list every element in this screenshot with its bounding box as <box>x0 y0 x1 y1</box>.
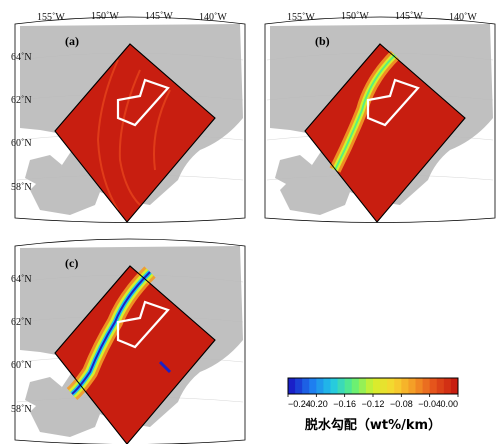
panel-a-label: (a) <box>65 34 79 48</box>
colorbar-cell <box>387 378 395 394</box>
lat-label-58-c: 58˚N <box>11 404 32 415</box>
colorbar-tick-label: −0.16 <box>333 399 356 409</box>
lat-label-62-c: 62˚N <box>11 317 32 328</box>
colorbar-tick-label: −0.20 <box>305 399 328 409</box>
lat-label-58: 58˚N <box>11 182 32 193</box>
colorbar-cell <box>358 378 367 394</box>
colorbar-ticks: −0.24−0.20 −0.16 −0.12 −0.08 −0.04 0.00 <box>287 394 459 409</box>
panel-b-dehydration-band <box>329 50 400 173</box>
lon-label-140: 140˚W <box>199 12 227 23</box>
colorbar-cell <box>429 378 438 394</box>
colorbar: −0.24−0.20 −0.16 −0.12 −0.08 −0.04 0.00 <box>287 377 459 409</box>
colorbar-tick-label: −0.08 <box>390 399 413 409</box>
lon-label-155-b: 155˚W <box>287 12 315 23</box>
lon-label-145: 145˚W <box>145 11 173 22</box>
panel-a-texture <box>96 59 171 211</box>
colorbar-cell <box>450 378 459 394</box>
colorbar-cell <box>415 378 424 394</box>
colorbar-cell <box>330 378 339 394</box>
colorbar-cell <box>443 378 452 394</box>
panel-b-label: (b) <box>315 34 330 48</box>
colorbar-title: 脱水勾配（wt%/km） <box>304 418 442 433</box>
colorbar-cell <box>394 378 402 394</box>
lat-label-60-c: 60˚N <box>11 360 32 371</box>
colorbar-cell <box>380 378 388 394</box>
colorbar-cell <box>422 378 431 394</box>
colorbar-tick-label: 0.00 <box>440 399 458 409</box>
lat-label-62: 62˚N <box>11 95 32 106</box>
panel-c-label: (c) <box>65 256 78 270</box>
lon-label-145-b: 145˚W <box>395 11 423 22</box>
colorbar-cell <box>408 378 416 394</box>
colorbar-cell <box>351 378 360 394</box>
colorbar-cell <box>323 378 331 394</box>
colorbar-cell <box>309 378 317 394</box>
panel-c: (c) 64˚N 62˚N 60˚N 58˚N <box>11 238 246 444</box>
colorbar-cell <box>365 378 374 394</box>
lat-label-64: 64˚N <box>11 52 32 63</box>
lon-label-150-b: 150˚W <box>341 11 369 22</box>
lat-label-64-c: 64˚N <box>11 274 32 285</box>
colorbar-cell <box>373 378 381 394</box>
lon-label-140-b: 140˚W <box>449 12 477 23</box>
colorbar-cell <box>295 378 303 394</box>
colorbar-cell <box>337 378 346 394</box>
lon-label-150: 150˚W <box>91 11 119 22</box>
colorbar-cell <box>436 378 445 394</box>
colorbar-cell <box>401 378 409 394</box>
colorbar-tick-label: −0.04 <box>418 399 441 409</box>
lat-label-60: 60˚N <box>11 138 32 149</box>
colorbar-cell <box>316 378 324 394</box>
colorbar-tick-label: −0.12 <box>362 399 385 409</box>
colorbar-cell <box>344 378 353 394</box>
colorbar-cell <box>288 378 296 394</box>
panel-b: (b) 155˚W 150˚W 145˚W 140˚W <box>264 11 496 223</box>
lon-label-155: 155˚W <box>37 12 65 23</box>
colorbar-tick-label: −0.24 <box>288 399 311 409</box>
colorbar-cells <box>288 378 459 394</box>
panel-a: (a) 155˚W 150˚W 145˚W 140˚W 64˚N 62˚N 60… <box>11 11 246 223</box>
colorbar-cell <box>302 378 310 394</box>
